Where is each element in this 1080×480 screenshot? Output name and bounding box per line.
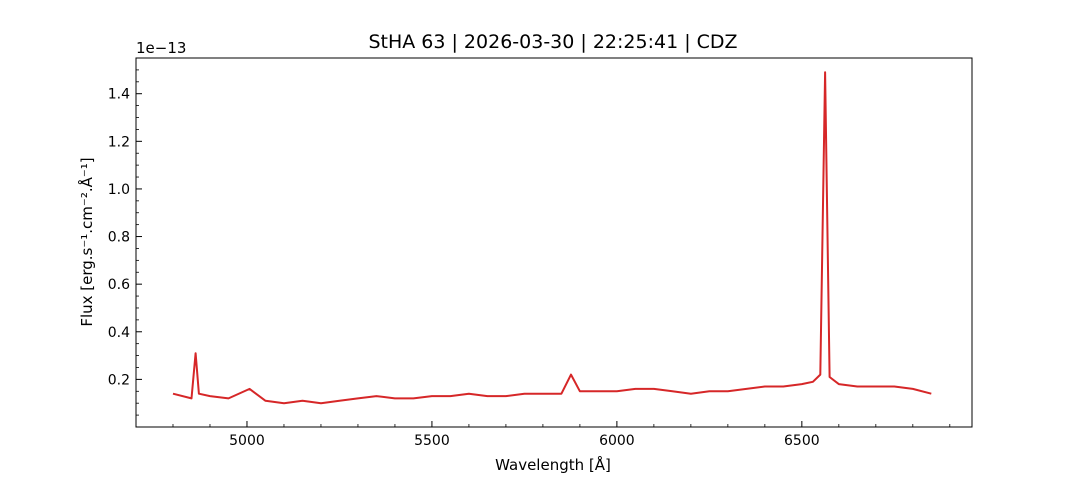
y-offset-label: 1e−13 xyxy=(136,39,186,57)
chart-title: StHA 63 | 2026-03-30 | 22:25:41 | CDZ xyxy=(368,31,737,53)
x-tick-label: 6500 xyxy=(784,433,820,449)
plot-frame xyxy=(135,57,973,428)
y-tick-label: 0.6 xyxy=(108,277,130,293)
spectrum-line xyxy=(172,71,932,405)
x-tick-label: 5500 xyxy=(414,433,450,449)
y-tick-label: 0.2 xyxy=(108,372,130,388)
y-tick-label: 1.2 xyxy=(108,134,130,150)
y-tick-label: 0.8 xyxy=(108,230,130,246)
y-tick-label: 0.4 xyxy=(108,325,130,341)
x-tick-label: 6000 xyxy=(599,433,635,449)
series-layer xyxy=(172,71,932,405)
y-axis-label: Flux [erg.s⁻¹.cm⁻².Å⁻¹] xyxy=(77,157,96,326)
x-axis-label: Wavelength [Å] xyxy=(495,455,611,474)
y-tick-label: 1.0 xyxy=(108,182,130,198)
x-tick-label: 5000 xyxy=(229,433,265,449)
axis-ticks: 5000 5500 6000 6500 0.2 0.4 0.6 0.8 1.0 1.2 1.4 xyxy=(108,69,951,449)
y-tick-label: 1.4 xyxy=(108,87,130,103)
